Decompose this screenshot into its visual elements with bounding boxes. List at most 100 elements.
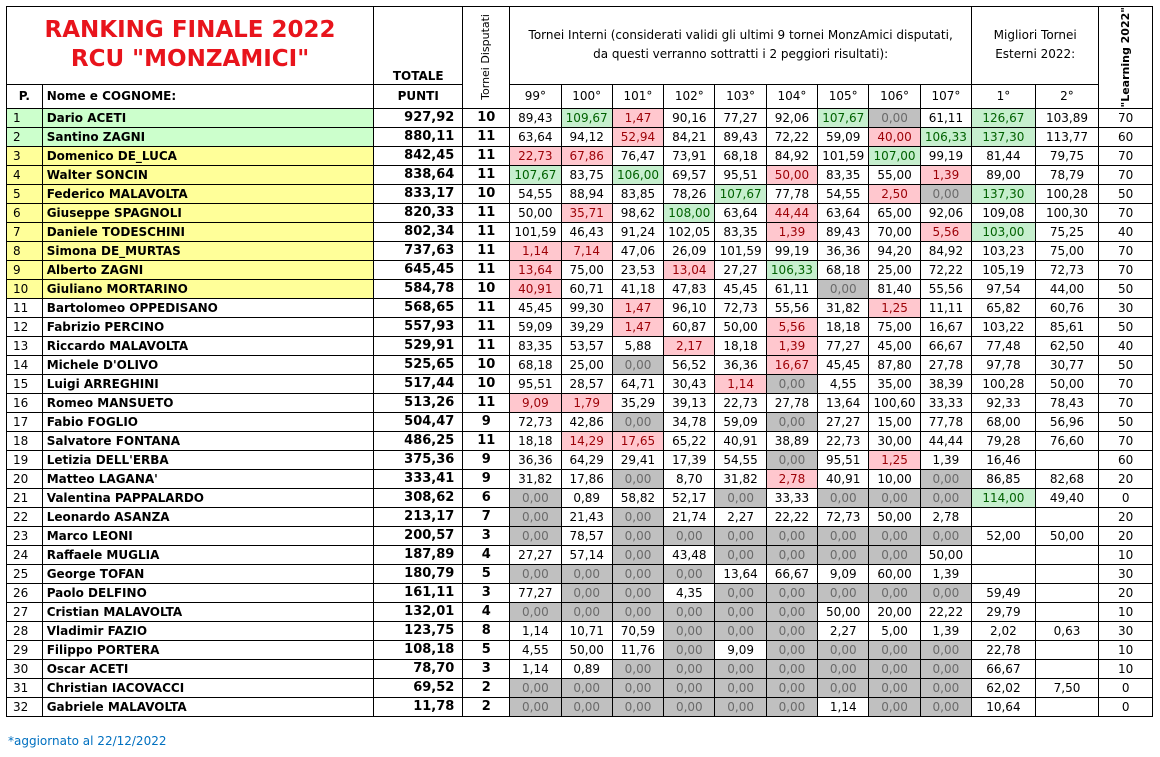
learning-score: 50 xyxy=(1098,278,1153,299)
player-name: Christian IACOVACCI xyxy=(41,677,375,698)
tournament-score: 1,39 xyxy=(919,449,973,470)
rank-position: 29 xyxy=(6,639,43,660)
tournament-score: 70,59 xyxy=(611,620,665,641)
tournament-score: 0,00 xyxy=(663,525,716,546)
tournament-score: 0,00 xyxy=(765,696,819,717)
external-score: 0,63 xyxy=(1034,620,1100,641)
tournament-score: 36,36 xyxy=(714,354,767,375)
external-score xyxy=(1034,582,1100,603)
external-score: 30,77 xyxy=(1034,354,1100,375)
tournaments-played: 7 xyxy=(462,506,511,527)
tournament-score: 50,00 xyxy=(919,544,973,565)
tournaments-played: 11 xyxy=(462,202,511,223)
tournament-score: 4,55 xyxy=(817,373,870,394)
tournament-score: 1,14 xyxy=(509,240,562,261)
tournament-score: 1,47 xyxy=(611,297,665,318)
learning-score: 20 xyxy=(1098,506,1153,527)
learning-score: 20 xyxy=(1098,468,1153,489)
rank-position: 9 xyxy=(6,259,43,280)
tournaments-played: 11 xyxy=(462,145,511,166)
tournament-score: 63,64 xyxy=(509,126,562,147)
tournaments-played: 10 xyxy=(462,183,511,204)
learning-score: 10 xyxy=(1098,639,1153,660)
external-score xyxy=(1034,696,1100,717)
tournament-score: 1,47 xyxy=(611,316,665,337)
tournament-score: 0,00 xyxy=(509,563,562,584)
col-99: 99° xyxy=(509,83,562,109)
tournament-score: 39,13 xyxy=(663,392,716,413)
title-line-2: RCU "MONZAMICI" xyxy=(70,46,310,73)
tournament-score: 0,00 xyxy=(817,658,870,679)
tournament-score: 0,00 xyxy=(817,582,870,603)
tournament-score: 92,06 xyxy=(765,107,819,128)
learning-score: 70 xyxy=(1098,164,1153,185)
tournament-score: 5,88 xyxy=(611,335,665,356)
tournament-score: 0,00 xyxy=(663,563,716,584)
tournament-score: 18,18 xyxy=(714,335,767,356)
tournaments-played: 3 xyxy=(462,658,511,679)
external-score: 100,28 xyxy=(971,373,1036,394)
tournament-score: 27,78 xyxy=(919,354,973,375)
tournament-score: 0,00 xyxy=(509,696,562,717)
tournament-score: 27,27 xyxy=(714,259,767,280)
tournament-score: 0,00 xyxy=(765,620,819,641)
tournament-score: 38,89 xyxy=(765,430,819,451)
tournament-score: 0,00 xyxy=(611,658,665,679)
tournament-score: 106,33 xyxy=(919,126,973,147)
tournament-score: 0,00 xyxy=(765,582,819,603)
player-name: Fabrizio PERCINO xyxy=(41,316,375,337)
tournaments-played: 6 xyxy=(462,487,511,508)
player-name: Santino ZAGNI xyxy=(41,126,375,147)
tournament-score: 5,56 xyxy=(919,221,973,242)
total-points: 737,63 xyxy=(373,240,464,261)
tournament-score: 0,00 xyxy=(765,373,819,394)
tournament-score: 76,47 xyxy=(611,145,665,166)
player-name: Oscar ACETI xyxy=(41,658,375,679)
player-name: Cristian MALAVOLTA xyxy=(41,601,375,622)
player-name: Daniele TODESCHINI xyxy=(41,221,375,242)
tournament-score: 2,17 xyxy=(663,335,716,356)
tournament-score: 22,73 xyxy=(509,145,562,166)
tournament-score: 1,39 xyxy=(765,221,819,242)
tournament-score: 17,39 xyxy=(663,449,716,470)
tournament-score: 0,00 xyxy=(868,696,921,717)
tournament-score: 36,36 xyxy=(509,449,562,470)
player-name: Matteo LAGANA' xyxy=(41,468,375,489)
external-score: 62,50 xyxy=(1034,335,1100,356)
tournament-score: 22,22 xyxy=(919,601,973,622)
table-row: 12 Fabrizio PERCINO 557,93 11 59,09 39,29 1,47… xyxy=(6,316,1153,337)
external-score: 76,60 xyxy=(1034,430,1100,451)
total-points: 517,44 xyxy=(373,373,464,394)
tournament-score: 65,00 xyxy=(868,202,921,223)
player-name: Luigi ARREGHINI xyxy=(41,373,375,394)
tournament-score: 35,71 xyxy=(560,202,613,223)
tournament-score: 0,00 xyxy=(714,601,767,622)
col-103: 103° xyxy=(714,83,767,109)
tournament-score: 89,43 xyxy=(509,107,562,128)
tournament-score: 50,00 xyxy=(560,639,613,660)
tournament-score: 9,09 xyxy=(714,639,767,660)
tournament-score: 67,86 xyxy=(560,145,613,166)
total-points: 213,17 xyxy=(373,506,464,527)
learning-score: 10 xyxy=(1098,544,1153,565)
tournament-score: 0,00 xyxy=(817,278,870,299)
tournament-score: 89,43 xyxy=(817,221,870,242)
tournament-score: 1,39 xyxy=(919,563,973,584)
table-row: 15 Luigi ARREGHINI 517,44 10 95,51 28,57 64,71… xyxy=(6,373,1153,394)
total-points: 529,91 xyxy=(373,335,464,356)
tournament-score: 20,00 xyxy=(868,601,921,622)
tournaments-played: 3 xyxy=(462,582,511,603)
external-score: 109,08 xyxy=(971,202,1036,223)
tournament-score: 0,00 xyxy=(714,677,767,698)
total-points: 842,45 xyxy=(373,145,464,166)
totale-punti-header: TOTALE xyxy=(373,6,464,85)
tournament-score: 0,00 xyxy=(919,487,973,508)
tournament-score: 23,53 xyxy=(611,259,665,280)
rank-position: 14 xyxy=(6,354,43,375)
tournament-score: 0,00 xyxy=(919,658,973,679)
tournament-score: 83,35 xyxy=(509,335,562,356)
tournament-score: 106,33 xyxy=(765,259,819,280)
tournament-score: 17,86 xyxy=(560,468,613,489)
player-name: Bartolomeo OPPEDISANO xyxy=(41,297,375,318)
tournament-score: 68,18 xyxy=(817,259,870,280)
